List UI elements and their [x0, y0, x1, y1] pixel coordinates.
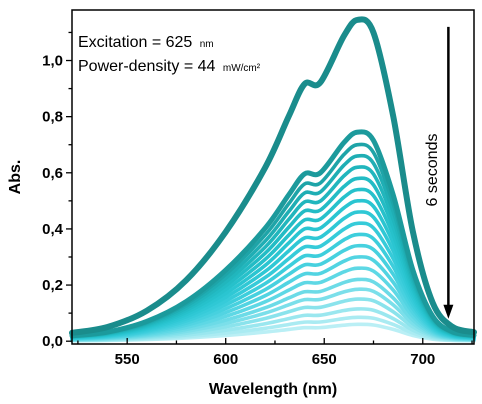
- x-tick-label-700: 700: [410, 351, 435, 368]
- y-tick-label-4: 0,8: [42, 109, 63, 126]
- power-density-label: Power-density = 44: [78, 58, 216, 75]
- x-tick-label-600: 600: [213, 351, 238, 368]
- y-axis-title: Abs.: [7, 160, 24, 195]
- x-axis-title: Wavelength (nm): [209, 381, 337, 398]
- y-tick-label-0: 0,0: [42, 333, 63, 350]
- excitation-annotation: Excitation = 625 nm: [78, 34, 214, 51]
- excitation-label: Excitation = 625: [78, 34, 192, 51]
- excitation-unit: nm: [200, 39, 214, 50]
- y-tick-label-2: 0,4: [42, 221, 64, 238]
- power-density-annotation: Power-density = 44 mW/cm²: [78, 58, 261, 75]
- decay-time-label: 6 seconds: [424, 134, 441, 207]
- x-tick-label-550: 550: [115, 351, 140, 368]
- y-tick-label-3: 0,6: [42, 165, 63, 182]
- power-density-unit: mW/cm²: [223, 63, 261, 74]
- y-tick-label-1: 0,2: [42, 277, 63, 294]
- y-tick-label-5: 1,0: [42, 53, 63, 70]
- x-tick-label-650: 650: [312, 351, 337, 368]
- decay-arrow-head: [443, 305, 453, 319]
